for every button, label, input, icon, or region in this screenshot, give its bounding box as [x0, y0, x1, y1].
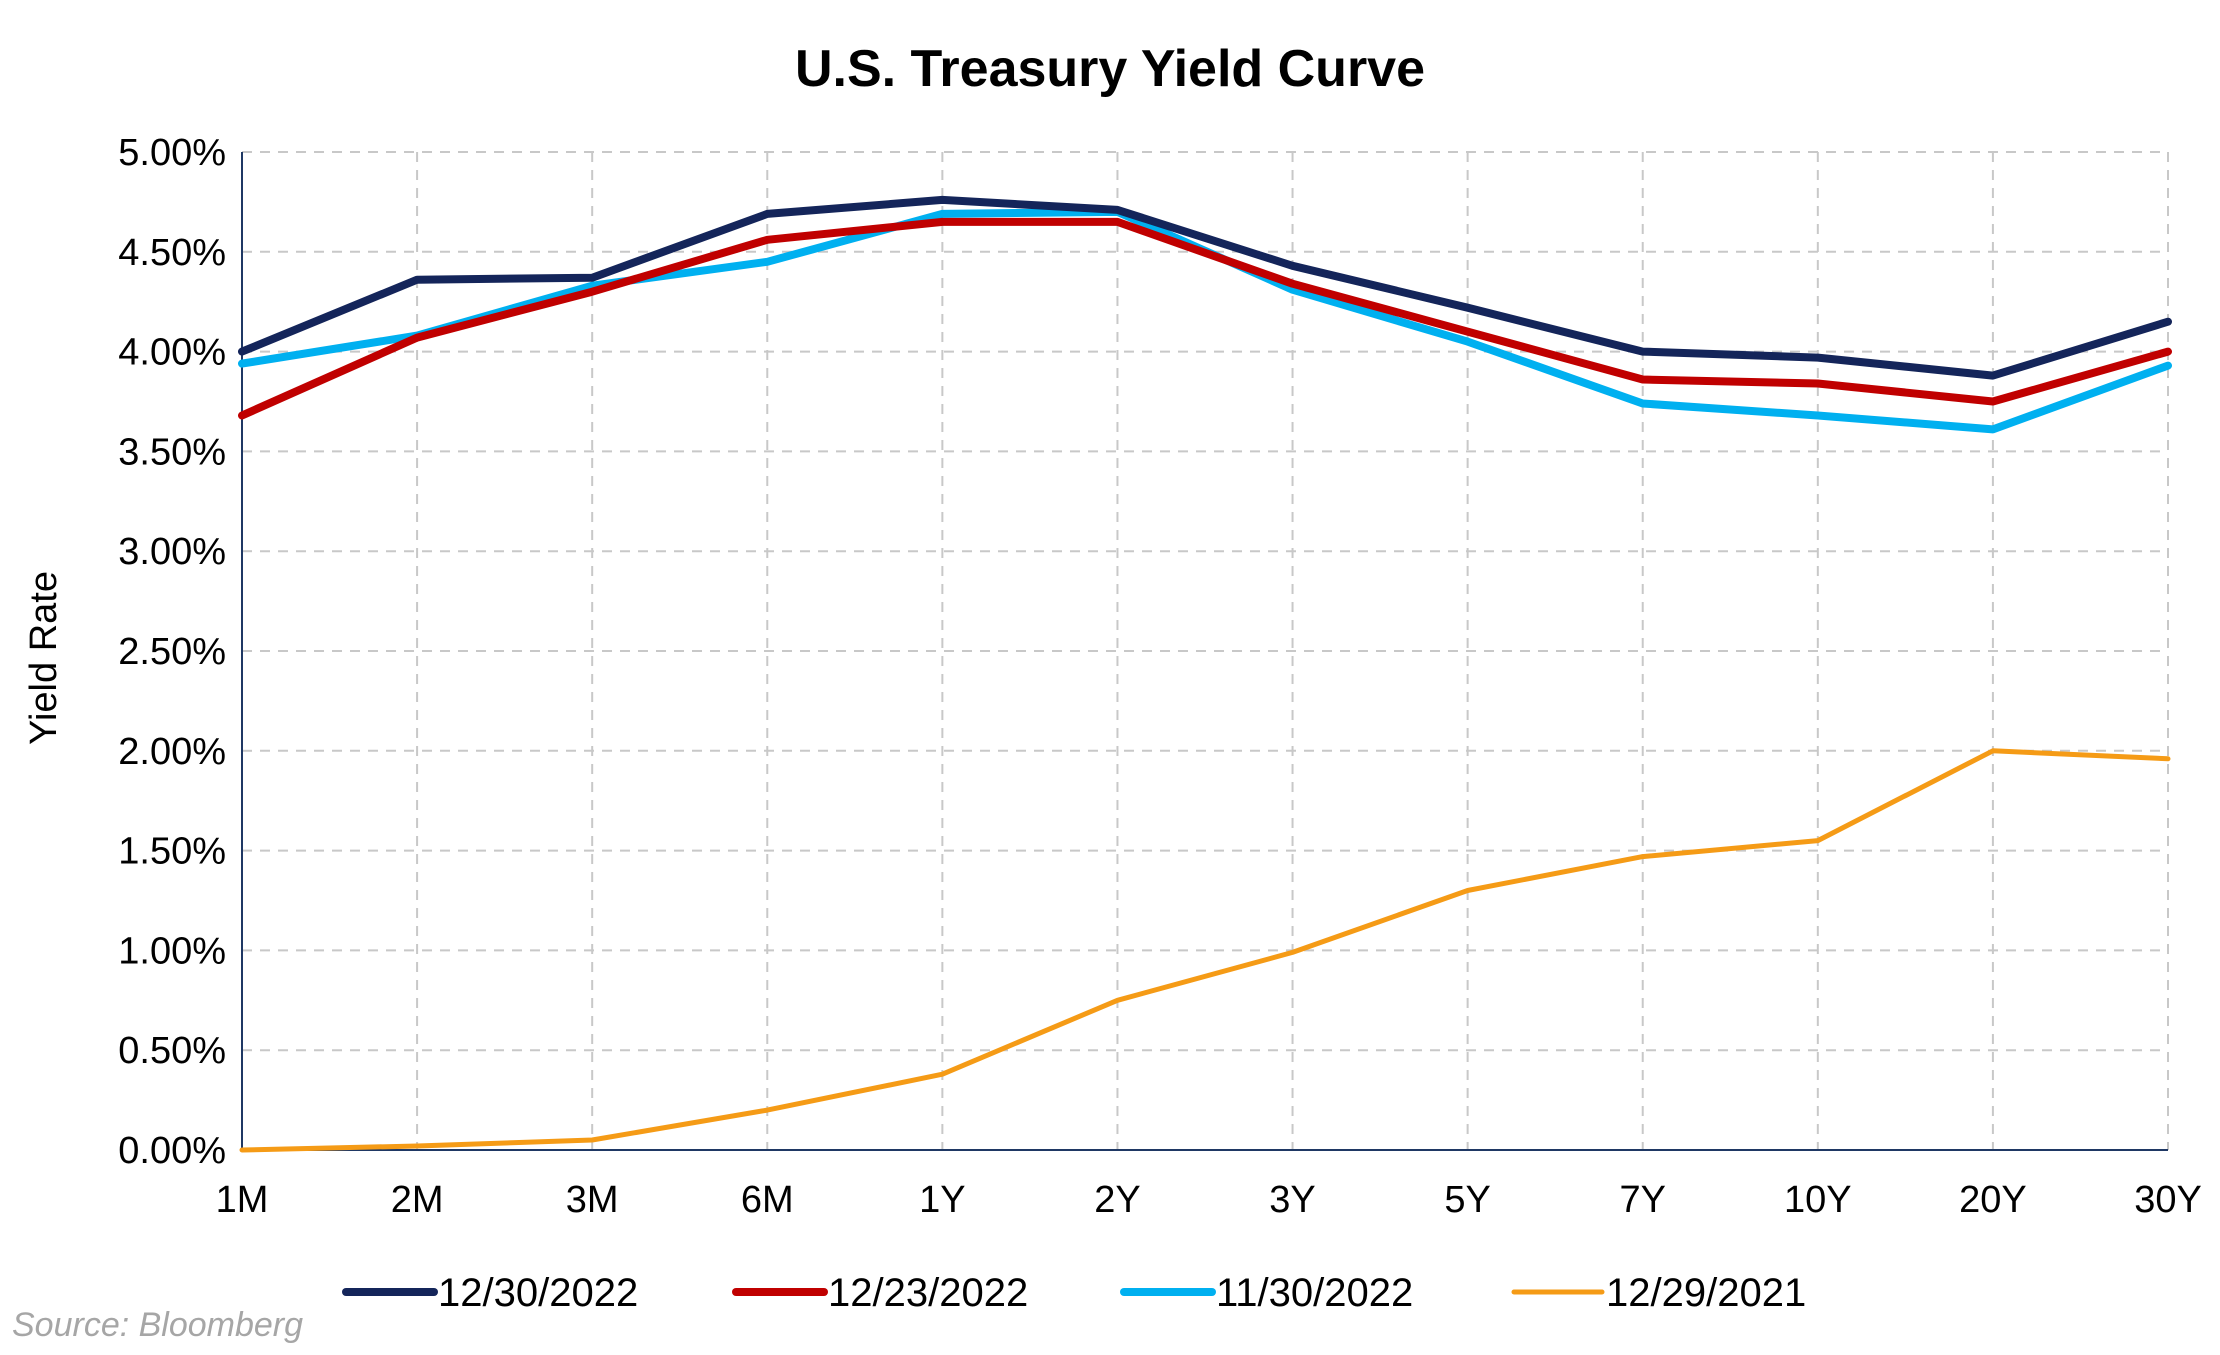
y-tick-label: 2.50% — [118, 631, 226, 673]
chart-title: U.S. Treasury Yield Curve — [795, 40, 1425, 98]
series-line-2 — [238, 207, 2172, 434]
legend-label: 12/30/2022 — [438, 1271, 638, 1315]
legend: 12/30/2022 12/23/2022 11/30/2022 12/29/2021 — [342, 1271, 1806, 1315]
legend-label: 12/23/2022 — [828, 1271, 1028, 1315]
y-tick-label: 0.50% — [118, 1030, 226, 1072]
y-tick-label: 1.00% — [118, 930, 226, 972]
x-tick-label: 5Y — [1444, 1179, 1490, 1221]
series-layer — [238, 195, 2172, 1153]
y-tick-label: 3.00% — [118, 531, 226, 573]
y-tick-label: 5.00% — [118, 132, 226, 174]
y-tick-label: 4.00% — [118, 332, 226, 374]
series-line-3 — [239, 748, 2171, 1153]
x-tick-label: 30Y — [2134, 1179, 2202, 1221]
x-tick-label: 3Y — [1269, 1179, 1315, 1221]
x-tick-label: 7Y — [1619, 1179, 1665, 1221]
legend-label: 11/30/2022 — [1216, 1271, 1413, 1315]
y-tick-label: 0.00% — [118, 1130, 226, 1172]
legend-label: 12/29/2021 — [1606, 1271, 1806, 1315]
x-tick-label: 20Y — [1959, 1179, 2027, 1221]
y-tick-label: 3.50% — [118, 431, 226, 473]
x-tick-label: 3M — [566, 1179, 619, 1221]
y-tick-label: 4.50% — [118, 232, 226, 274]
legend-item: 12/29/2021 — [1511, 1271, 1806, 1315]
y-tick-label: 1.50% — [118, 831, 226, 873]
axes-layer — [241, 152, 2168, 1151]
y-tick-label: 2.00% — [118, 731, 226, 773]
x-tick-label: 6M — [741, 1179, 794, 1221]
x-tick-label: 1Y — [919, 1179, 965, 1221]
y-axis-label: Yield Rate — [23, 571, 65, 745]
x-tick-label: 2M — [391, 1179, 444, 1221]
source-note: Source: Bloomberg — [12, 1306, 303, 1344]
tick-labels: 0.00% 0.50% 1.00% 1.50% 2.00% 2.50% 3.00% 3.50%… — [118, 132, 2202, 1221]
legend-item: 11/30/2022 — [1120, 1271, 1413, 1315]
legend-item: 12/30/2022 — [342, 1271, 638, 1315]
legend-item: 12/23/2022 — [732, 1271, 1028, 1315]
x-tick-label: 2Y — [1094, 1179, 1140, 1221]
series-line-0 — [238, 195, 2172, 380]
x-tick-label: 10Y — [1784, 1179, 1852, 1221]
x-tick-label: 1M — [216, 1179, 269, 1221]
series-line-1 — [238, 217, 2172, 420]
